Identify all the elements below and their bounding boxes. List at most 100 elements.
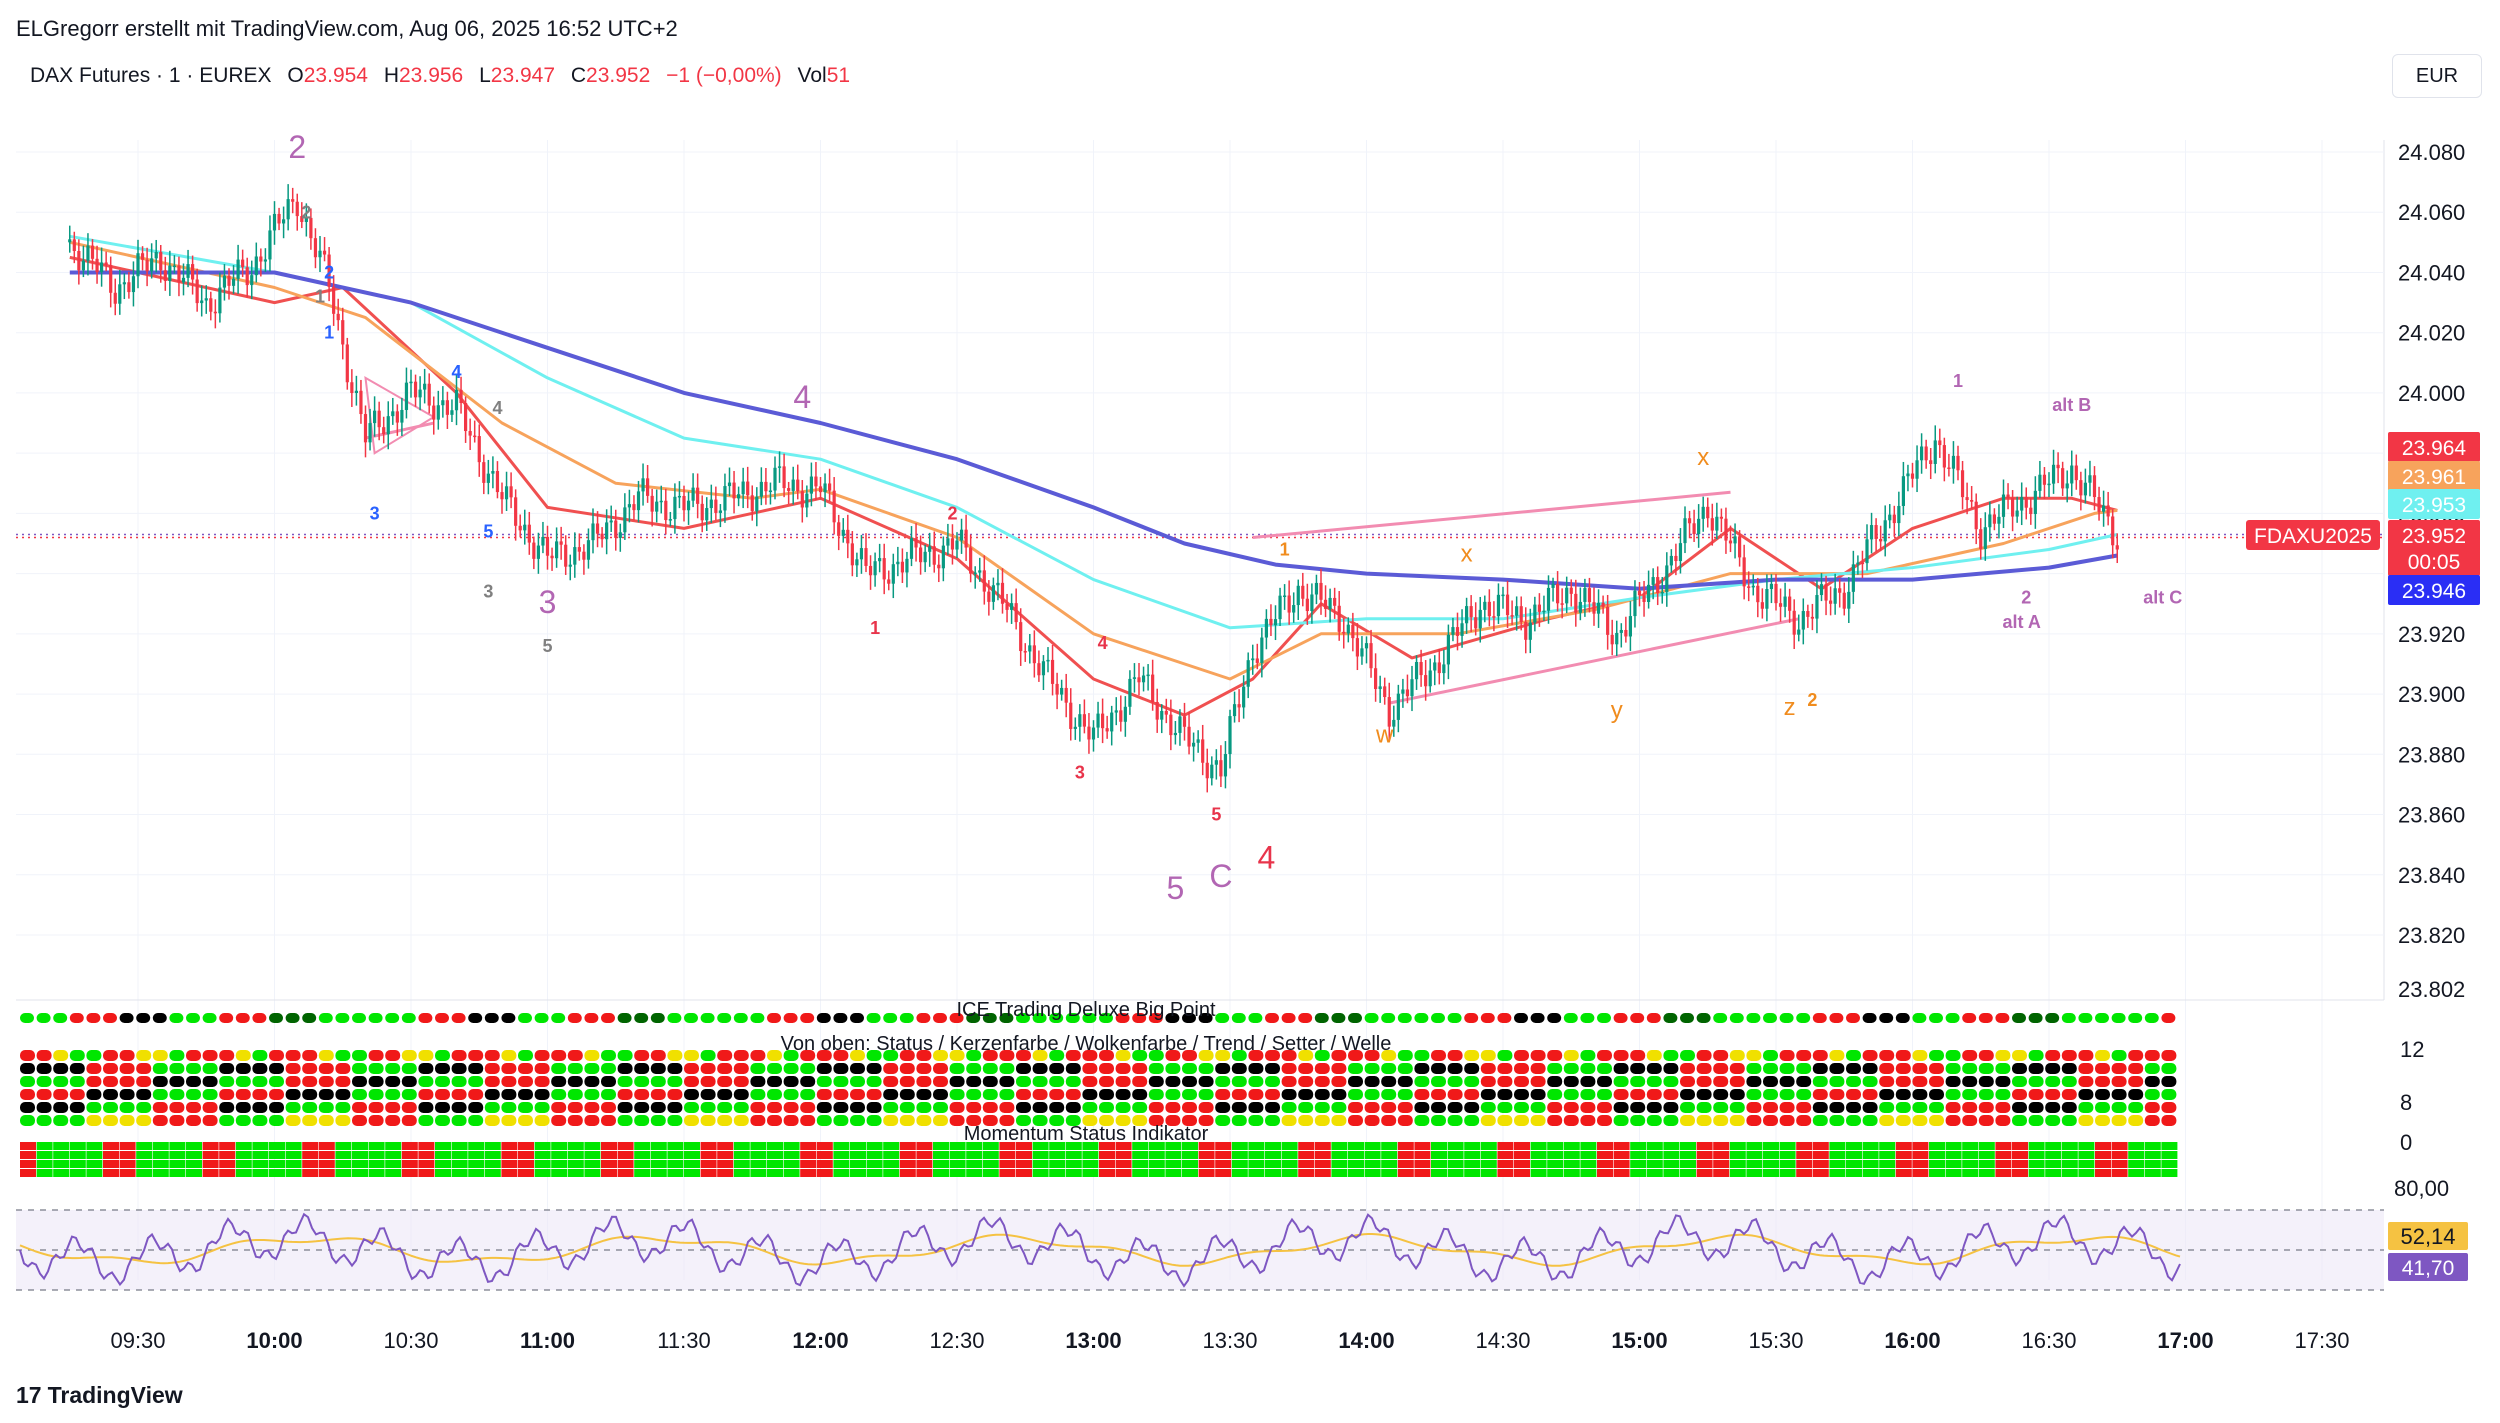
- status-dot: [119, 1102, 135, 1113]
- status-dot: [1397, 1115, 1413, 1126]
- status-dot: [1281, 1115, 1297, 1126]
- status-dot: [269, 1102, 284, 1113]
- big-point-dot: [1696, 1013, 1711, 1023]
- status-dot: [916, 1089, 932, 1100]
- time-tick-label: 09:30: [110, 1328, 165, 1353]
- candle-body: [800, 491, 804, 508]
- momentum-cell: [1348, 1151, 1364, 1159]
- candle-body: [2070, 465, 2074, 484]
- candle-body: [636, 491, 641, 511]
- momentum-cell: [750, 1142, 767, 1150]
- big-point-dot: [501, 1013, 516, 1023]
- price-axis[interactable]: 24.08024.06024.04024.02024.00023.98023.9…: [2394, 140, 2465, 1201]
- status-dot: [933, 1089, 948, 1100]
- status-dot: [1547, 1102, 1563, 1113]
- status-dot: [1796, 1089, 1812, 1100]
- candle-body: [591, 523, 595, 541]
- status-dot: [1331, 1076, 1347, 1087]
- candle-body: [1546, 587, 1551, 611]
- status-dot: [1248, 1115, 1264, 1126]
- status-dot: [2095, 1076, 2110, 1087]
- status-dot: [1348, 1063, 1363, 1074]
- status-dot: [318, 1089, 334, 1100]
- status-dot: [1314, 1050, 1330, 1061]
- wave-label: 3: [370, 503, 380, 523]
- momentum-cell: [53, 1160, 70, 1168]
- candle-body: [946, 538, 950, 546]
- big-point-dot: [69, 1013, 84, 1023]
- status-dot: [1547, 1076, 1563, 1087]
- momentum-cell: [1082, 1169, 1099, 1177]
- big-point-dot: [1563, 1013, 1578, 1023]
- momentum-cell: [136, 1151, 153, 1159]
- momentum-cell: [916, 1160, 933, 1168]
- momentum-cell: [285, 1151, 302, 1159]
- momentum-cell: [783, 1169, 800, 1177]
- status-dot: [1796, 1063, 1812, 1074]
- candle-body: [741, 481, 745, 495]
- momentum-cell: [1895, 1160, 1912, 1168]
- price-tick-label: 23.920: [2398, 622, 2465, 647]
- momentum-cell: [982, 1151, 999, 1159]
- status-dot: [2012, 1089, 2027, 1100]
- status-dot: [800, 1063, 816, 1074]
- momentum-cell: [2028, 1142, 2045, 1150]
- momentum-cell: [1563, 1169, 1580, 1177]
- momentum-cell: [103, 1169, 119, 1177]
- status-dot: [235, 1050, 251, 1061]
- status-dot: [1829, 1076, 1845, 1087]
- momentum-cell: [1447, 1160, 1464, 1168]
- candle-body: [1155, 701, 1159, 720]
- momentum-cell: [684, 1169, 700, 1177]
- currency-selector[interactable]: EUR: [2392, 54, 2482, 98]
- candle-body: [732, 482, 736, 499]
- wave-label: 5: [1211, 805, 1221, 825]
- momentum-cell: [750, 1169, 767, 1177]
- momentum-cell: [1099, 1169, 1115, 1177]
- status-dot: [999, 1063, 1015, 1074]
- candle-body: [1683, 518, 1687, 544]
- status-dot: [634, 1076, 650, 1087]
- status-dot: [1613, 1102, 1629, 1113]
- status-dot: [982, 1089, 998, 1100]
- low-label: L: [479, 64, 491, 87]
- time-axis[interactable]: 09:30 10:00 10:30 11:00 11:30 12:00 12:30 13:00…: [110, 1328, 2349, 1353]
- status-dot: [833, 1076, 849, 1087]
- big-point-dot: [1879, 1013, 1894, 1023]
- candle-body: [632, 504, 636, 511]
- status-dot: [717, 1089, 733, 1100]
- momentum-cell: [2128, 1169, 2145, 1177]
- momentum-cell: [1464, 1160, 1481, 1168]
- status-dot: [169, 1076, 185, 1087]
- status-dot: [186, 1076, 201, 1087]
- big-point-dot: [1497, 1013, 1512, 1023]
- candle-body: [573, 547, 577, 565]
- momentum-cell: [733, 1160, 750, 1168]
- momentum-cell: [1514, 1169, 1530, 1177]
- big-point-dot: [1945, 1013, 1960, 1023]
- momentum-cell: [1829, 1169, 1846, 1177]
- momentum-cell: [1148, 1160, 1165, 1168]
- big-point-dot: [899, 1013, 914, 1023]
- status-dot: [252, 1089, 268, 1100]
- candle-body: [1442, 664, 1446, 674]
- status-dot: [484, 1115, 500, 1126]
- candle-body: [773, 467, 777, 491]
- status-dot: [401, 1050, 417, 1061]
- status-dot: [949, 1050, 965, 1061]
- momentum-cell: [1182, 1169, 1198, 1177]
- big-point-dot: [1846, 1013, 1860, 1023]
- momentum-cell: [1364, 1160, 1381, 1168]
- candle-body: [1269, 618, 1273, 626]
- status-dot: [1547, 1050, 1563, 1061]
- status-dot: [1580, 1102, 1596, 1113]
- momentum-cell: [916, 1142, 933, 1150]
- momentum-cell: [2161, 1169, 2178, 1177]
- candle-body: [1364, 643, 1369, 649]
- status-dot: [1397, 1076, 1413, 1087]
- symbol-name[interactable]: DAX Futures · 1 · EUREX: [30, 64, 272, 87]
- status-dot: [733, 1050, 749, 1061]
- candle-body: [891, 564, 895, 584]
- status-dot: [36, 1063, 52, 1074]
